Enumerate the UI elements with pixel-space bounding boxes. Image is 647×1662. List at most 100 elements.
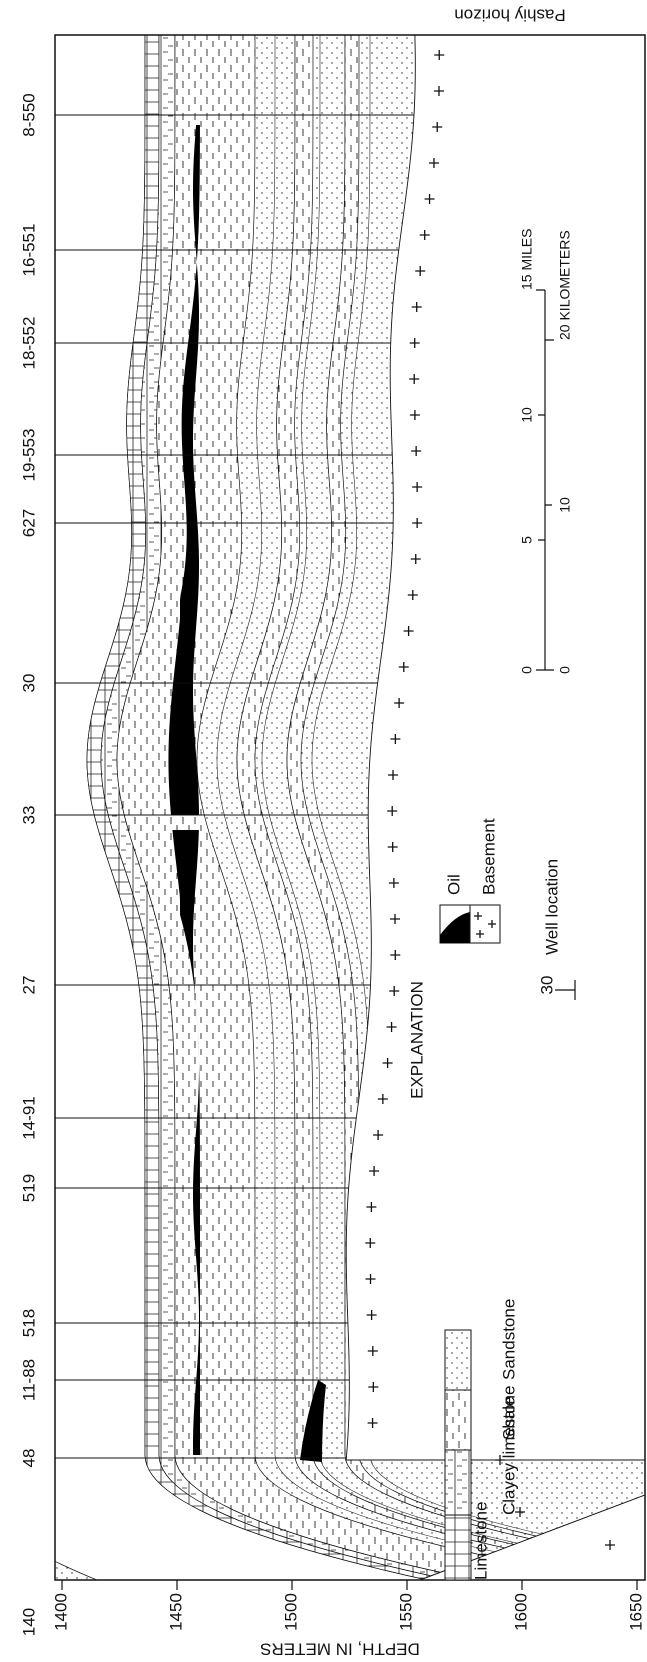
legend-swatch bbox=[444, 1389, 472, 1451]
basement-cross bbox=[412, 518, 423, 528]
basement-cross bbox=[367, 1346, 378, 1356]
basement-cross bbox=[605, 1540, 615, 1550]
scale-bar bbox=[536, 289, 554, 671]
basement-cross bbox=[366, 1310, 377, 1320]
basement-cross bbox=[415, 266, 426, 276]
basement-cross bbox=[365, 1274, 376, 1284]
well-label: 8-550 bbox=[19, 93, 38, 136]
shale-layer bbox=[116, 35, 609, 1580]
oil-body bbox=[168, 125, 200, 815]
well-label: 30 bbox=[19, 674, 38, 693]
scale-label: 20 KILOMETERS bbox=[557, 230, 573, 340]
well-label: 48 bbox=[19, 1449, 38, 1468]
depth-tick-label: 1450 bbox=[166, 1593, 185, 1631]
basement-cross bbox=[428, 158, 439, 168]
basement-cross bbox=[389, 986, 400, 996]
basement bbox=[345, 35, 645, 1461]
basement-cross bbox=[424, 194, 435, 204]
basement-cross bbox=[411, 446, 422, 456]
basement-cross bbox=[388, 770, 399, 780]
oil-body bbox=[300, 1380, 326, 1462]
legend-swatch bbox=[444, 1514, 472, 1581]
depth-tick-label: 1400 bbox=[51, 1593, 70, 1631]
oil-body bbox=[172, 830, 200, 1455]
legend-swatch bbox=[444, 1449, 472, 1516]
legend-label: Shale bbox=[499, 1397, 518, 1440]
basement-cross bbox=[409, 410, 420, 420]
basement-cross bbox=[373, 1130, 384, 1140]
scale-label: 10 bbox=[519, 407, 535, 423]
oil-swatch bbox=[439, 904, 471, 944]
basement-cross bbox=[369, 1166, 380, 1176]
legend-label: Sandstone bbox=[499, 1299, 518, 1380]
well-label: 18-552 bbox=[19, 317, 38, 370]
basement-cross bbox=[433, 86, 444, 96]
basement-cross bbox=[495, 1455, 505, 1465]
scale-label: 0 bbox=[557, 666, 573, 674]
basement-cross bbox=[434, 50, 445, 60]
basement-cross bbox=[365, 1238, 376, 1248]
basement-cross bbox=[409, 374, 420, 384]
basement-cross bbox=[377, 1094, 388, 1104]
legend-swatch bbox=[444, 1329, 472, 1391]
basement bbox=[419, 1494, 645, 1580]
legend-label: Clayey limestone bbox=[499, 1386, 518, 1515]
well-label: 627 bbox=[19, 509, 38, 537]
legend-label: Limestone bbox=[471, 1502, 490, 1580]
bedding-line bbox=[261, 35, 645, 1569]
basement-cross bbox=[382, 1058, 393, 1068]
well-label: 33 bbox=[19, 806, 38, 825]
basement-cross bbox=[410, 554, 421, 564]
well-label: 519 bbox=[19, 1174, 38, 1202]
shale-lens bbox=[286, 35, 645, 1562]
basement-cross bbox=[368, 1382, 379, 1392]
basement-cross bbox=[403, 626, 414, 636]
basement-cross bbox=[515, 1507, 525, 1517]
well-label: 14-91 bbox=[19, 1096, 38, 1139]
scale-label: 5 bbox=[519, 536, 535, 544]
well-label: 16-551 bbox=[19, 224, 38, 277]
scale-label: 15 MILES bbox=[519, 229, 535, 290]
basement-cross bbox=[432, 122, 443, 132]
axis-title: DEPTH, IN METERS bbox=[260, 1640, 420, 1659]
basement-cross bbox=[387, 842, 398, 852]
basement-cross bbox=[419, 230, 430, 240]
basement-cross bbox=[386, 1022, 397, 1032]
explanation-title: EXPLANATION bbox=[407, 981, 426, 1099]
basement-cross bbox=[394, 698, 405, 708]
bedding-line bbox=[216, 35, 642, 1580]
legend-label: Well location bbox=[542, 859, 561, 955]
title: Pashiy horizon bbox=[454, 6, 566, 25]
depth-tick-label: 1550 bbox=[396, 1593, 415, 1631]
scale-label: 10 bbox=[557, 497, 573, 513]
well-label: 518 bbox=[19, 1309, 38, 1337]
basement-cross bbox=[388, 878, 399, 888]
well-symbol-label: 30 bbox=[537, 976, 556, 995]
shale-lens bbox=[236, 35, 645, 1576]
basement-cross bbox=[398, 662, 409, 672]
well-label: 140 bbox=[19, 1608, 38, 1636]
well-label: 19-553 bbox=[19, 429, 38, 482]
basement-cross bbox=[390, 734, 401, 744]
depth-tick-label: 1500 bbox=[281, 1593, 300, 1631]
basement-cross bbox=[409, 338, 420, 348]
depth-tick-label: 1600 bbox=[511, 1593, 530, 1631]
legend-label: Basement bbox=[479, 818, 498, 895]
well-label: 11-88 bbox=[19, 1359, 38, 1401]
well-symbol bbox=[555, 980, 576, 1000]
basement-cross bbox=[407, 590, 418, 600]
basement-cross bbox=[412, 482, 423, 492]
basement-cross bbox=[389, 914, 400, 924]
frame bbox=[54, 34, 646, 1581]
section bbox=[55, 35, 645, 1580]
basement-cross bbox=[387, 806, 398, 816]
depth-tick-label: 1650 bbox=[626, 1593, 645, 1631]
basement-symbol bbox=[474, 912, 496, 938]
basement-cross bbox=[367, 1418, 378, 1428]
basement-cross bbox=[366, 1202, 377, 1212]
scale-label: 0 bbox=[519, 666, 535, 674]
basement-cross bbox=[390, 950, 401, 960]
legend-label: Oil bbox=[444, 874, 463, 895]
well-label: 27 bbox=[19, 976, 38, 995]
